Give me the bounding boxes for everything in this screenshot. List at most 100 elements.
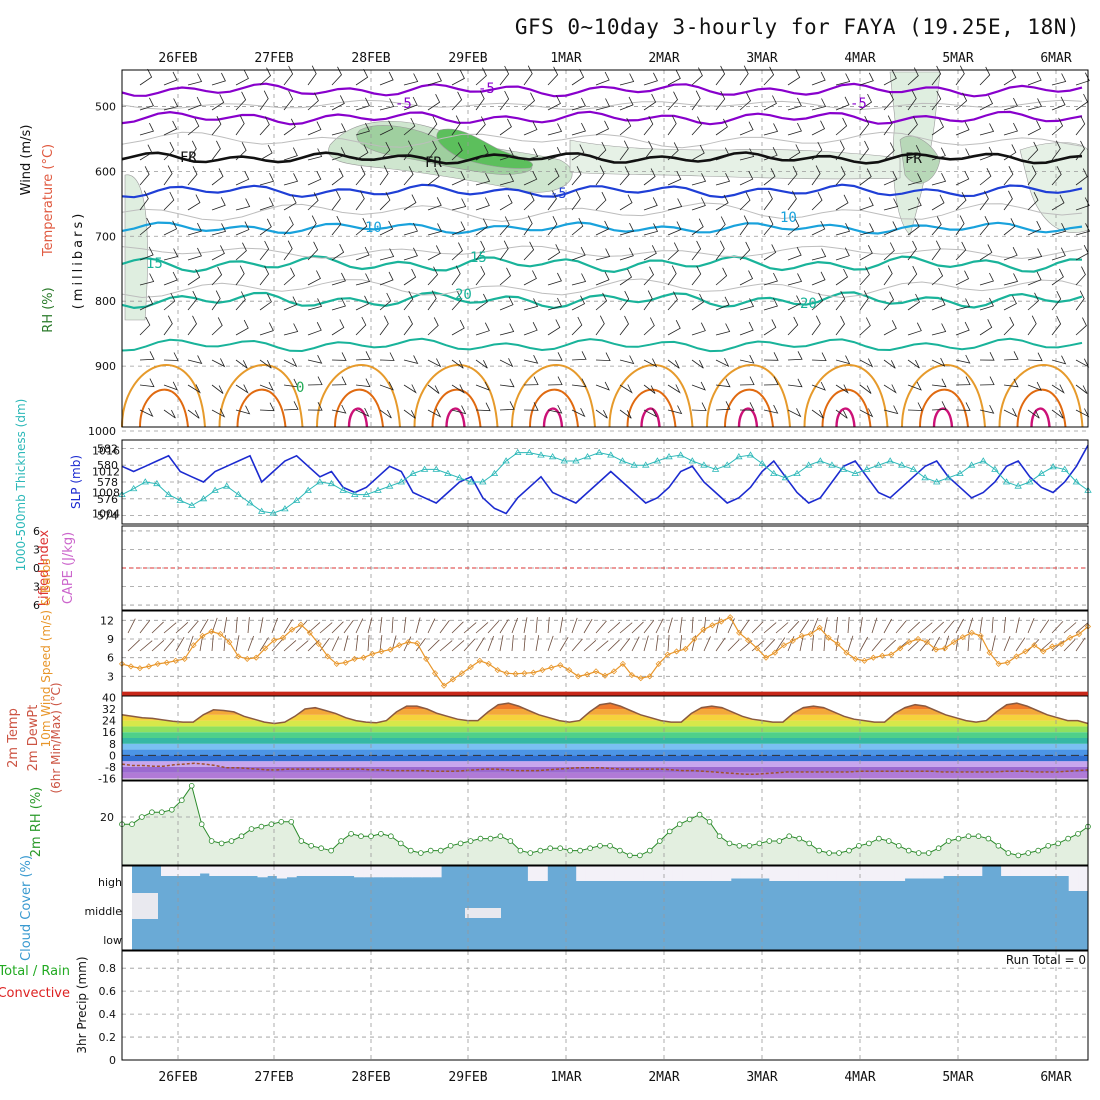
thickness-point xyxy=(467,478,475,485)
wind-barb xyxy=(739,192,751,211)
wind-barb xyxy=(475,293,488,311)
wind-barb xyxy=(523,192,535,211)
wind-barb xyxy=(139,378,155,388)
wind10m-point xyxy=(333,660,340,667)
wind-barb xyxy=(403,140,413,161)
wind-barb xyxy=(883,405,899,415)
wind10m-barb xyxy=(655,635,659,652)
wind-barb xyxy=(379,165,389,186)
wind10m-point xyxy=(888,651,895,658)
wind10m-point xyxy=(1058,640,1065,648)
high-cloud-gap xyxy=(527,866,539,881)
wind-barb xyxy=(139,273,155,286)
wind-barb xyxy=(499,240,509,261)
thickness-point xyxy=(991,465,999,472)
rh2m-point xyxy=(517,847,524,854)
wind10m-barb xyxy=(475,622,489,634)
thickness-point xyxy=(327,479,336,487)
wind-barb xyxy=(1051,166,1062,186)
wind-barb xyxy=(523,65,533,86)
wind10m-barb xyxy=(643,635,649,652)
hot-contour xyxy=(737,407,759,428)
wind10m-barb xyxy=(955,635,959,652)
thickness-point xyxy=(932,478,941,485)
wind-barb xyxy=(595,315,605,336)
ylabel-cape: CAPE (J/kg) xyxy=(61,532,76,604)
wind-barb xyxy=(355,69,369,86)
wind-barb xyxy=(403,96,418,111)
wind10m-point xyxy=(923,639,931,646)
wind-barb xyxy=(1003,97,1018,111)
wind-barb xyxy=(715,90,726,111)
wind10m-barb xyxy=(451,621,464,634)
rh2m-point xyxy=(298,838,305,844)
rh2m-point xyxy=(935,845,942,851)
lifted-index-tick: 3 xyxy=(33,581,40,594)
wind-barb xyxy=(619,140,629,161)
wind-barb xyxy=(307,270,321,286)
wind-barb xyxy=(787,295,802,311)
wind10m-barb xyxy=(883,639,896,652)
high-cloud-gap xyxy=(865,866,877,881)
wind-barb xyxy=(451,91,463,111)
wind10m-point xyxy=(843,649,850,656)
wind-barb xyxy=(931,173,947,186)
rh2m-point xyxy=(826,850,832,856)
wind-barb xyxy=(307,148,323,161)
wind10m-point xyxy=(798,632,805,639)
rh2m-point xyxy=(746,842,753,849)
thickness-point xyxy=(607,451,615,458)
rh2m-point xyxy=(288,818,295,825)
wind-barb xyxy=(139,68,153,86)
rh2m-point xyxy=(856,842,862,849)
wind-barb xyxy=(763,244,777,261)
wind10m-barb xyxy=(391,616,394,634)
slp-frame xyxy=(121,439,1089,525)
wind-barb xyxy=(571,144,585,161)
wind10m-point xyxy=(1040,648,1047,655)
wind-barb xyxy=(715,216,726,236)
warm-contour xyxy=(218,364,304,428)
wind-barb xyxy=(499,296,514,311)
wind-barb xyxy=(835,166,846,186)
cloud-panel: high middle low xyxy=(84,865,1089,951)
wind-barb xyxy=(619,355,635,365)
wind-barb xyxy=(547,95,561,111)
wind-barb xyxy=(235,319,249,336)
wind10m-point xyxy=(414,640,421,647)
wind10m-barb xyxy=(595,640,609,652)
high-cloud-gap xyxy=(827,866,838,881)
wind10m-point xyxy=(709,622,716,629)
wind10m-barb xyxy=(1063,622,1077,634)
high-cloud-gap xyxy=(286,866,297,878)
wind-barb xyxy=(691,381,706,391)
wind10m-barb xyxy=(943,620,955,634)
wind10m-barb xyxy=(523,635,526,652)
wind-barb xyxy=(907,145,921,161)
wind10m-barb xyxy=(139,640,153,652)
wind-barb xyxy=(547,216,558,236)
thickness-point xyxy=(269,509,278,516)
wind-barb xyxy=(547,297,562,311)
wind-barb xyxy=(451,221,466,236)
wind-barb xyxy=(187,140,197,161)
hot-contour xyxy=(932,407,954,428)
wind10m-point xyxy=(405,639,412,646)
rh-contour xyxy=(121,202,1083,222)
thickness-point xyxy=(851,469,859,476)
rh2m-point xyxy=(577,847,583,854)
thickness-point xyxy=(129,484,138,492)
wind10m-point xyxy=(1022,648,1029,655)
wind10m-point xyxy=(718,618,725,625)
bottom-date-axis: 26FEB 27FEB 28FEB 29FEB 1MAR 2MAR 3MAR 4MAR 5MAR… xyxy=(158,1070,1071,1085)
temperature-band xyxy=(122,738,1088,744)
wind-barb xyxy=(523,322,538,336)
temperature-contour xyxy=(121,151,1083,165)
precip-panel: 0 0.2 0.4 0.6 0.8 Run Total = 0 xyxy=(99,950,1089,1067)
wind-barb xyxy=(859,168,872,186)
wind-barb xyxy=(139,295,154,311)
wind-barb xyxy=(619,222,635,236)
wind-barb xyxy=(211,116,222,136)
wind-barb xyxy=(187,96,202,111)
high-cloud-gap xyxy=(431,866,442,878)
